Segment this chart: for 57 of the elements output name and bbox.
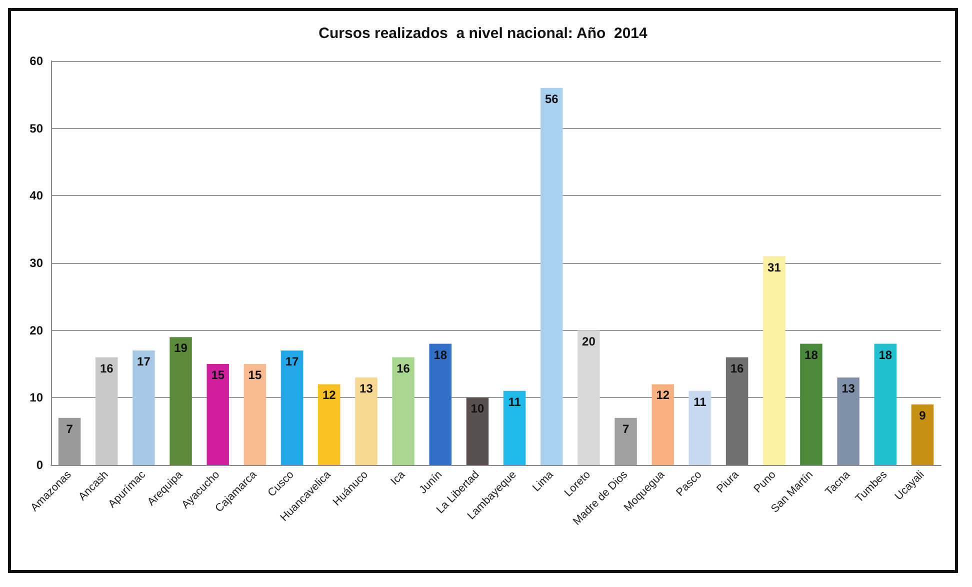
bar [429,344,452,465]
data-label: 15 [248,368,262,382]
data-label: 13 [360,381,374,396]
bar [503,390,526,465]
y-tick-label: 40 [30,188,44,203]
bar [726,357,748,465]
bar [800,344,822,465]
bar [318,384,340,465]
y-tick-label: 0 [36,458,44,472]
bar [874,344,896,465]
chart-title: Cursos realizados a nivel nacional: Año 2014 [318,25,648,42]
bar [132,350,155,465]
y-tick-label: 30 [30,256,44,270]
y-tick-label: 20 [30,323,44,338]
bar [763,256,786,465]
data-label: 10 [470,402,484,416]
bar [540,88,563,465]
data-label: 17 [285,354,300,369]
y-tick-label: 50 [30,121,44,136]
y-tick-label: 60 [30,54,44,68]
data-label: 18 [878,348,892,362]
data-label: 12 [656,388,670,402]
data-label: 17 [137,354,151,369]
data-label: 11 [694,394,707,409]
data-label: 16 [100,361,114,376]
data-label: 16 [396,361,410,376]
data-label: 9 [919,408,926,422]
bar [837,377,860,465]
y-tick-label: 10 [30,390,44,405]
data-label: 12 [322,388,336,402]
bar [280,350,304,465]
data-label: 13 [842,381,856,396]
bar [58,418,81,465]
bar [244,364,266,465]
x-tick-label: Ica [388,468,408,488]
bar [911,404,934,465]
data-label: 56 [544,92,559,106]
bar [688,390,712,465]
data-label: 15 [211,368,225,382]
data-label: 18 [804,348,818,362]
data-label: 20 [582,334,596,348]
bar [96,357,118,465]
data-label: 31 [767,260,782,274]
bar [578,330,600,465]
bar [466,398,489,465]
data-label: 11 [508,394,522,409]
data-label: 7 [622,422,630,436]
bar [355,377,378,465]
bar [206,364,229,465]
bar [652,384,674,465]
bar [170,337,192,465]
bar [392,357,414,465]
bar [614,418,637,465]
data-label: 16 [730,361,744,376]
data-label: 18 [434,348,448,362]
data-label: 7 [66,422,74,436]
data-label: 19 [174,341,188,356]
